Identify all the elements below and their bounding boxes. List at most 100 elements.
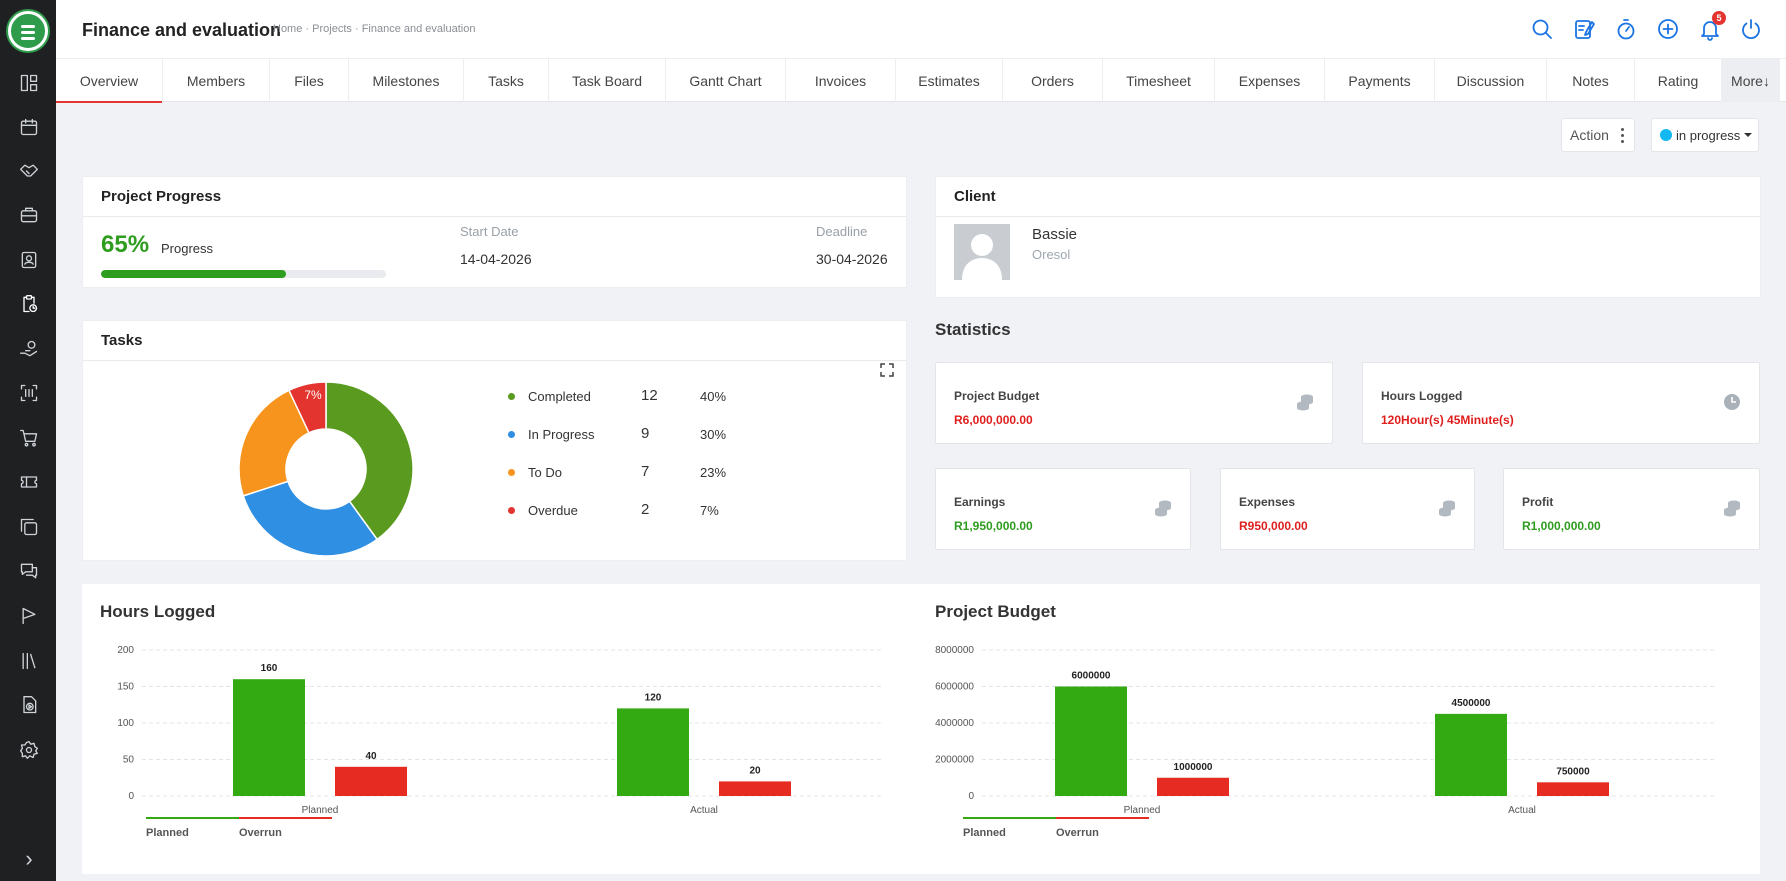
tab-timesheet[interactable]: Timesheet	[1103, 59, 1215, 102]
legend-count: 12	[641, 387, 658, 404]
bar-overrun-actual[interactable]	[1537, 782, 1609, 796]
chat-icon[interactable]	[18, 560, 40, 582]
project-budget-chart: 0 2000000 4000000 6000000 8000000 6000000 1000…	[935, 645, 1717, 839]
stat-card-hours-logged: Hours Logged 120Hour(s) 45Minute(s)	[1362, 362, 1760, 444]
briefcase-icon[interactable]	[18, 204, 40, 226]
stat-value: R950,000.00	[1239, 519, 1308, 533]
tab-payments[interactable]: Payments	[1325, 59, 1435, 102]
action-button-label: Action	[1570, 127, 1609, 143]
scan-icon[interactable]	[18, 382, 40, 404]
legend-dot-icon	[508, 507, 515, 514]
copy-icon[interactable]	[18, 516, 40, 538]
action-button[interactable]: Action	[1561, 118, 1635, 152]
project-progress-card: Project Progress 65% Progress Start Date…	[82, 176, 907, 288]
donut-slice-to-do[interactable]	[238, 389, 310, 497]
start-date-label: Start Date	[460, 224, 519, 239]
legend-name: Overdue	[528, 503, 578, 518]
tab-discussion[interactable]: Discussion	[1435, 59, 1547, 102]
document-video-icon[interactable]	[18, 694, 40, 716]
legend-overrun[interactable]: Overrun	[239, 827, 282, 839]
calendar-icon[interactable]	[18, 116, 40, 138]
card-title: Tasks	[83, 321, 906, 361]
hand-money-icon[interactable]	[18, 338, 40, 360]
y-tick-label: 6000000	[935, 682, 974, 693]
tab-members[interactable]: Members	[163, 59, 270, 102]
data-label: 750000	[1556, 766, 1590, 777]
tab-expenses[interactable]: Expenses	[1215, 59, 1325, 102]
bar-planned-actual[interactable]	[1435, 713, 1507, 796]
stat-value: R1,950,000.00	[954, 519, 1033, 533]
y-tick-label: 8000000	[935, 645, 974, 656]
bar-planned-planned[interactable]	[1055, 686, 1127, 797]
legend-percent: 40%	[700, 389, 727, 404]
y-tick-label: 0	[968, 791, 974, 802]
tab-orders[interactable]: Orders	[1003, 59, 1103, 102]
settings-icon[interactable]	[18, 739, 40, 761]
y-tick-label: 4000000	[935, 718, 974, 729]
dashboard-icon[interactable]	[18, 72, 40, 94]
legend-dot-icon	[508, 393, 515, 400]
tab-rating[interactable]: Rating	[1635, 59, 1722, 102]
timer-icon[interactable]	[1614, 17, 1638, 41]
library-icon[interactable]	[18, 650, 40, 672]
project-budget-chart-title: Project Budget	[935, 602, 1056, 621]
bar-planned-actual[interactable]	[617, 708, 689, 796]
cart-icon[interactable]	[18, 427, 40, 449]
legend-percent: 30%	[700, 427, 727, 442]
donut-slice-overdue[interactable]	[287, 381, 327, 434]
legend-planned[interactable]: Planned	[146, 827, 189, 839]
sidebar-expand-icon[interactable]: ›	[25, 846, 33, 871]
status-dropdown[interactable]: in progress	[1651, 118, 1759, 152]
charts-panel: Hours Logged Project Budget 0 50 100 150 200…	[82, 584, 1760, 874]
page-title: Finance and evaluation	[82, 20, 282, 40]
notes-icon[interactable]	[1572, 17, 1596, 41]
legend-count: 9	[641, 425, 650, 442]
legend-planned[interactable]: Planned	[963, 827, 1006, 839]
search-icon[interactable]	[1530, 17, 1554, 41]
bar-overrun-planned[interactable]	[335, 766, 407, 796]
y-tick-label: 150	[117, 682, 134, 693]
menu-logo-icon[interactable]	[8, 11, 48, 51]
tab-files[interactable]: Files	[270, 59, 349, 102]
tasks-donut-chart: 7%	[238, 381, 414, 557]
breadcrumb-home[interactable]: Home	[273, 23, 303, 35]
legend-percent: 7%	[700, 503, 719, 518]
coins-icon	[1296, 393, 1314, 411]
client-name[interactable]: Bassie	[1032, 226, 1078, 243]
legend-name: To Do	[528, 465, 562, 480]
clipboard-clock-icon[interactable]	[18, 293, 40, 315]
stat-value: R6,000,000.00	[954, 413, 1033, 427]
handshake-icon[interactable]	[18, 160, 40, 182]
power-icon[interactable]	[1739, 17, 1763, 41]
tab-tasks[interactable]: Tasks	[464, 59, 549, 102]
legend-count: 7	[641, 463, 650, 480]
data-label: 6000000	[1072, 671, 1111, 682]
tab-overview[interactable]: Overview	[56, 59, 163, 103]
bar-overrun-actual[interactable]	[719, 781, 791, 796]
tab-notes[interactable]: Notes	[1547, 59, 1635, 102]
clock-icon	[1723, 393, 1741, 411]
hours-logged-chart-title: Hours Logged	[100, 602, 216, 621]
tab-milestones[interactable]: Milestones	[349, 59, 464, 102]
legend-overrun[interactable]: Overrun	[1056, 827, 1099, 839]
donut-slice-in-progress[interactable]	[242, 480, 379, 557]
ticket-icon[interactable]	[18, 471, 40, 493]
tab-invoices[interactable]: Invoices	[786, 59, 896, 102]
legend-dot-icon	[508, 431, 515, 438]
tab-task-board[interactable]: Task Board	[549, 59, 666, 102]
flag-icon[interactable]	[18, 605, 40, 627]
stat-value: R1,000,000.00	[1522, 519, 1601, 533]
contacts-icon[interactable]	[18, 249, 40, 271]
bell-icon[interactable]: 5	[1698, 11, 1726, 41]
add-icon[interactable]	[1656, 17, 1680, 41]
bar-overrun-planned[interactable]	[1157, 777, 1229, 796]
breadcrumb-projects[interactable]: Projects	[312, 23, 352, 35]
donut-slice-completed[interactable]	[325, 381, 414, 541]
stat-label: Hours Logged	[1381, 389, 1463, 403]
bar-planned-planned[interactable]	[233, 679, 305, 796]
tab-more[interactable]: More↓	[1722, 59, 1780, 102]
expand-icon[interactable]	[880, 363, 894, 377]
tab-gantt-chart[interactable]: Gantt Chart	[666, 59, 786, 102]
stat-card-earnings: Earnings R1,950,000.00	[935, 468, 1191, 550]
tab-estimates[interactable]: Estimates	[896, 59, 1003, 102]
